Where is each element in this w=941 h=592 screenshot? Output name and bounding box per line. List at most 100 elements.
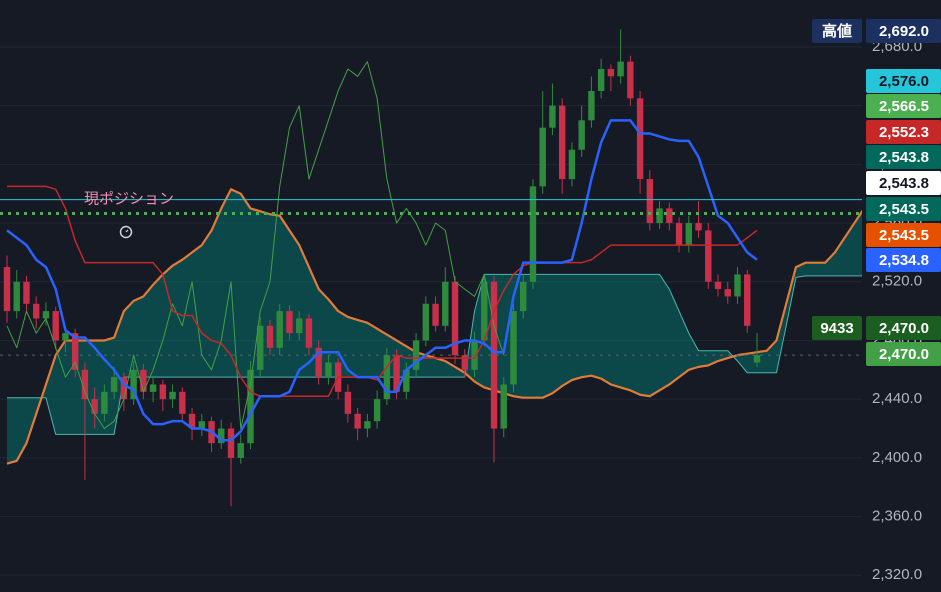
candle-body	[597, 68, 605, 91]
candle-body	[705, 230, 712, 282]
price-badge-label: 2,566.5	[879, 98, 929, 115]
candle-body	[159, 384, 167, 400]
price-badge	[866, 197, 941, 221]
candle-body	[529, 186, 537, 282]
price-badge-label: 2,543.8	[879, 175, 929, 192]
price-badge	[866, 223, 941, 247]
candle-body	[558, 105, 566, 180]
candle-body	[198, 421, 205, 429]
candle-body	[140, 369, 147, 392]
candle-body	[110, 377, 118, 392]
candle-body	[734, 274, 741, 297]
candle-body	[247, 369, 254, 444]
candle-body	[617, 61, 624, 77]
candle-body	[71, 333, 79, 370]
candle-body	[218, 428, 225, 444]
price-badge-label: 2,692.0	[879, 23, 929, 40]
candle-body	[578, 120, 585, 150]
lagging-span	[6, 61, 505, 430]
candle-body	[81, 369, 89, 400]
candle-body	[432, 303, 439, 326]
candle-body	[656, 208, 663, 224]
candle-body	[607, 68, 615, 77]
position-label: 現ポジション	[84, 191, 174, 208]
price-badge-label: 2,543.5	[879, 227, 929, 244]
price-badge-label: 2,576.0	[879, 73, 929, 90]
candle-body	[568, 149, 576, 180]
candle-body	[364, 421, 371, 429]
candle-body	[3, 267, 11, 312]
price-badge	[866, 171, 941, 195]
badge-tag-bg	[812, 316, 862, 340]
candle-body	[539, 127, 546, 187]
price-badge	[866, 19, 941, 43]
candle-body	[461, 355, 468, 370]
candle-body	[695, 223, 702, 231]
badge-tag-bg	[812, 19, 862, 43]
candle-body	[490, 281, 498, 429]
candle-body	[305, 318, 313, 348]
candle-body	[315, 347, 322, 378]
price-badge-label: 2,470.0	[879, 346, 929, 363]
candle-body	[149, 384, 157, 392]
candle-body	[120, 377, 128, 400]
candle-body	[188, 413, 196, 429]
candle-body	[627, 61, 634, 99]
candle-body	[23, 281, 30, 304]
y-tick-label: 2,440.0	[872, 390, 922, 407]
y-tick-label: 2,520.0	[872, 273, 922, 290]
candle-body	[91, 399, 98, 414]
candle-body	[393, 355, 400, 392]
price-badge	[866, 120, 941, 144]
candle-body	[286, 311, 293, 334]
candle-body	[724, 289, 731, 297]
candle-body	[227, 428, 235, 458]
price-badge	[866, 145, 941, 169]
candle-body	[42, 311, 50, 319]
candle-body	[33, 303, 40, 319]
candle-body	[257, 325, 264, 370]
candle-body	[442, 281, 449, 326]
price-badge-label: 2,470.0	[879, 320, 929, 337]
candle-body	[354, 413, 361, 429]
badge-tag: 9433	[820, 320, 853, 337]
price-badge	[866, 342, 941, 366]
candle-body	[101, 391, 108, 414]
price-badge	[866, 69, 941, 93]
candle-body	[451, 281, 459, 356]
price-badge-label: 2,543.8	[879, 149, 929, 166]
price-badge-label: 2,552.3	[879, 124, 929, 141]
conversion-line	[6, 119, 758, 442]
candle-body	[325, 362, 332, 378]
candle-body	[675, 223, 683, 246]
alarm-icon	[119, 225, 133, 239]
candle-body	[500, 384, 507, 429]
candle-body	[714, 281, 722, 290]
candle-body	[666, 208, 673, 224]
candle-body	[169, 391, 176, 400]
price-badge	[866, 94, 941, 118]
candle-body	[237, 443, 244, 458]
candle-body	[383, 355, 391, 400]
candle-body	[646, 179, 654, 224]
price-badge	[866, 248, 941, 272]
candle-body	[52, 311, 59, 341]
candle-body	[636, 98, 644, 180]
candle-body	[276, 311, 283, 348]
price-badge	[866, 316, 941, 340]
y-tick-label: 2,360.0	[872, 508, 922, 525]
candle-body	[403, 369, 410, 392]
base-line	[7, 185, 758, 397]
candle-body	[744, 274, 751, 326]
alarm-hand	[125, 229, 129, 233]
badge-tag: 高値	[822, 22, 852, 40]
candle-body	[344, 391, 352, 414]
candle-body	[373, 399, 381, 422]
candle-body	[130, 369, 137, 400]
candle-body	[520, 281, 527, 312]
price-badge-label: 2,534.8	[879, 252, 929, 269]
candle-body	[13, 281, 20, 312]
